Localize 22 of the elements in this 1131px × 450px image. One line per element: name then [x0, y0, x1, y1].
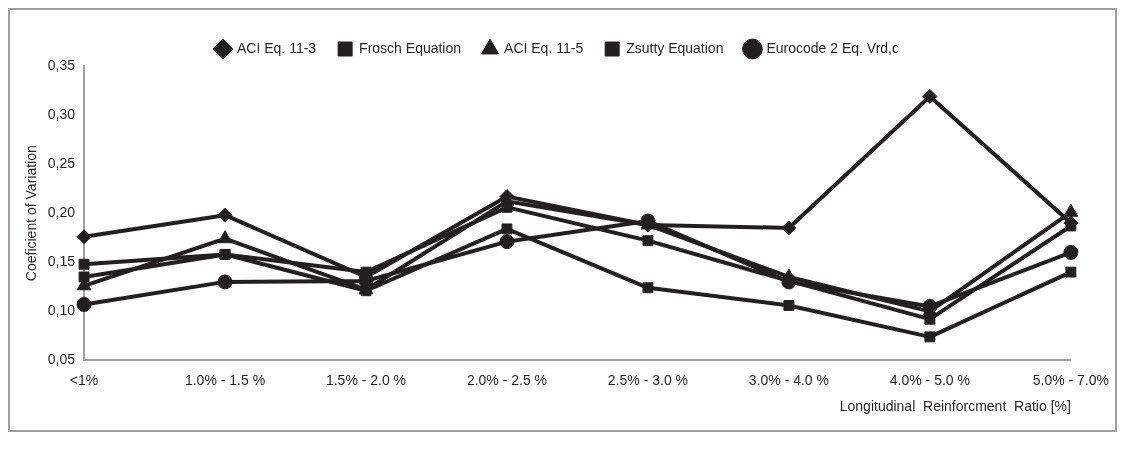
x-tick-label: 4.0% - 5.0 % — [889, 371, 970, 388]
y-tick-label: 0,30 — [47, 105, 76, 122]
y-tick-label: 0,35 — [47, 56, 76, 73]
x-tick-label: <1% — [69, 371, 99, 388]
x-tick-label: 2.0% - 2.5 % — [466, 371, 548, 388]
x-tick-label: 5.0% - 7.0% — [1032, 371, 1109, 388]
legend-label: Zsutty Equation — [626, 39, 724, 56]
y-tick-label: 0,05 — [47, 351, 76, 368]
legend-label: ACI Eq. 11-5 — [504, 39, 584, 56]
y-tick-label: 0,25 — [47, 154, 76, 171]
y-tick-label: 0,20 — [47, 204, 76, 221]
y-axis-title: Coeficient of Variation — [23, 145, 40, 282]
legend-label: Frosch Equation — [359, 39, 462, 56]
x-tick-label: 3.0% - 4.0 % — [748, 371, 829, 388]
x-tick-label: 2.5% - 3.0 % — [607, 371, 689, 388]
legend-label: ACI Eq. 11-3 — [237, 39, 317, 56]
legend-label: Eurocode 2 Eq. Vrd,c — [766, 39, 900, 56]
x-axis-title: Longitudinal Reinforcment Ratio [%] — [839, 398, 1071, 415]
y-tick-label: 0,15 — [47, 253, 76, 270]
x-tick-label: 1.5% - 2.0 % — [325, 371, 407, 388]
y-tick-label: 0,10 — [47, 302, 76, 319]
x-tick-label: 1.0% - 1.5 % — [184, 371, 266, 388]
